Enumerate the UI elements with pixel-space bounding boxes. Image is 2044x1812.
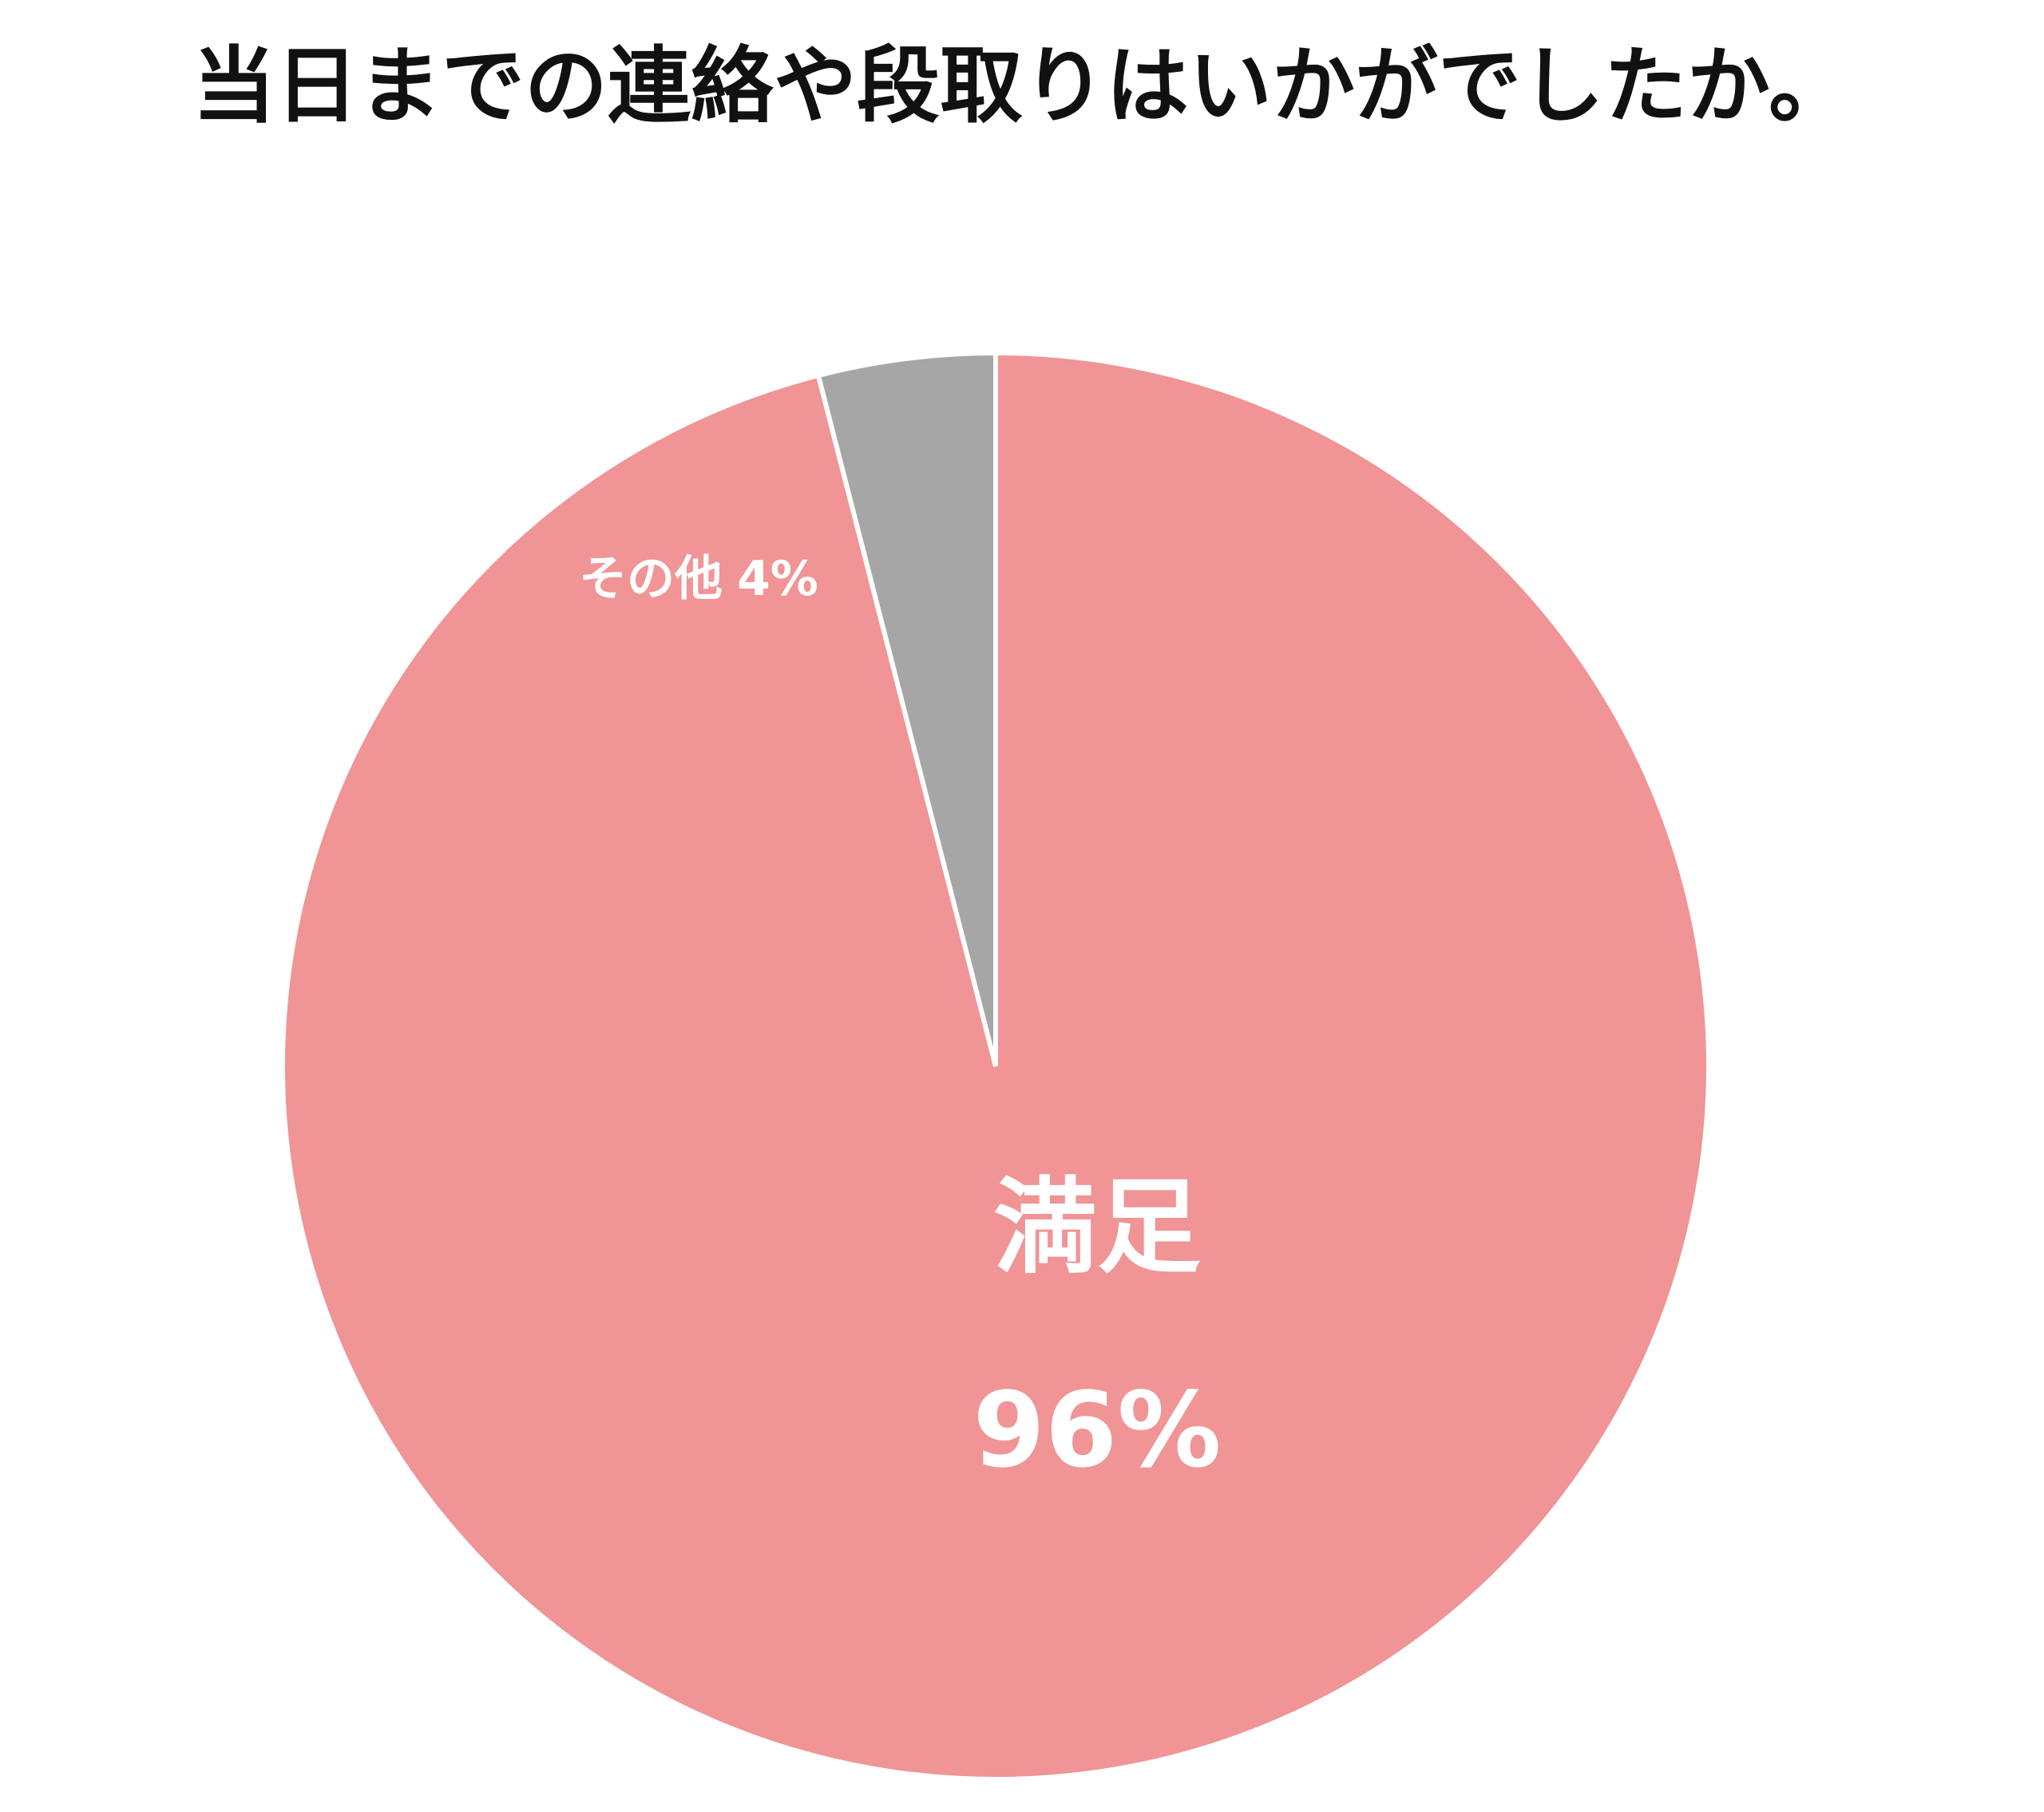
slice-label: その他 4% (579, 551, 818, 607)
chart-title: 当日までの連絡や段取りはいかがでしたか。 (192, 37, 1852, 134)
value-label: 4% (737, 551, 818, 607)
slice-label: 満足 (993, 1167, 1201, 1288)
slice-label-name: その他 (579, 551, 723, 607)
pie-slice (815, 350, 998, 1067)
value-label: 96% (972, 1370, 1221, 1491)
